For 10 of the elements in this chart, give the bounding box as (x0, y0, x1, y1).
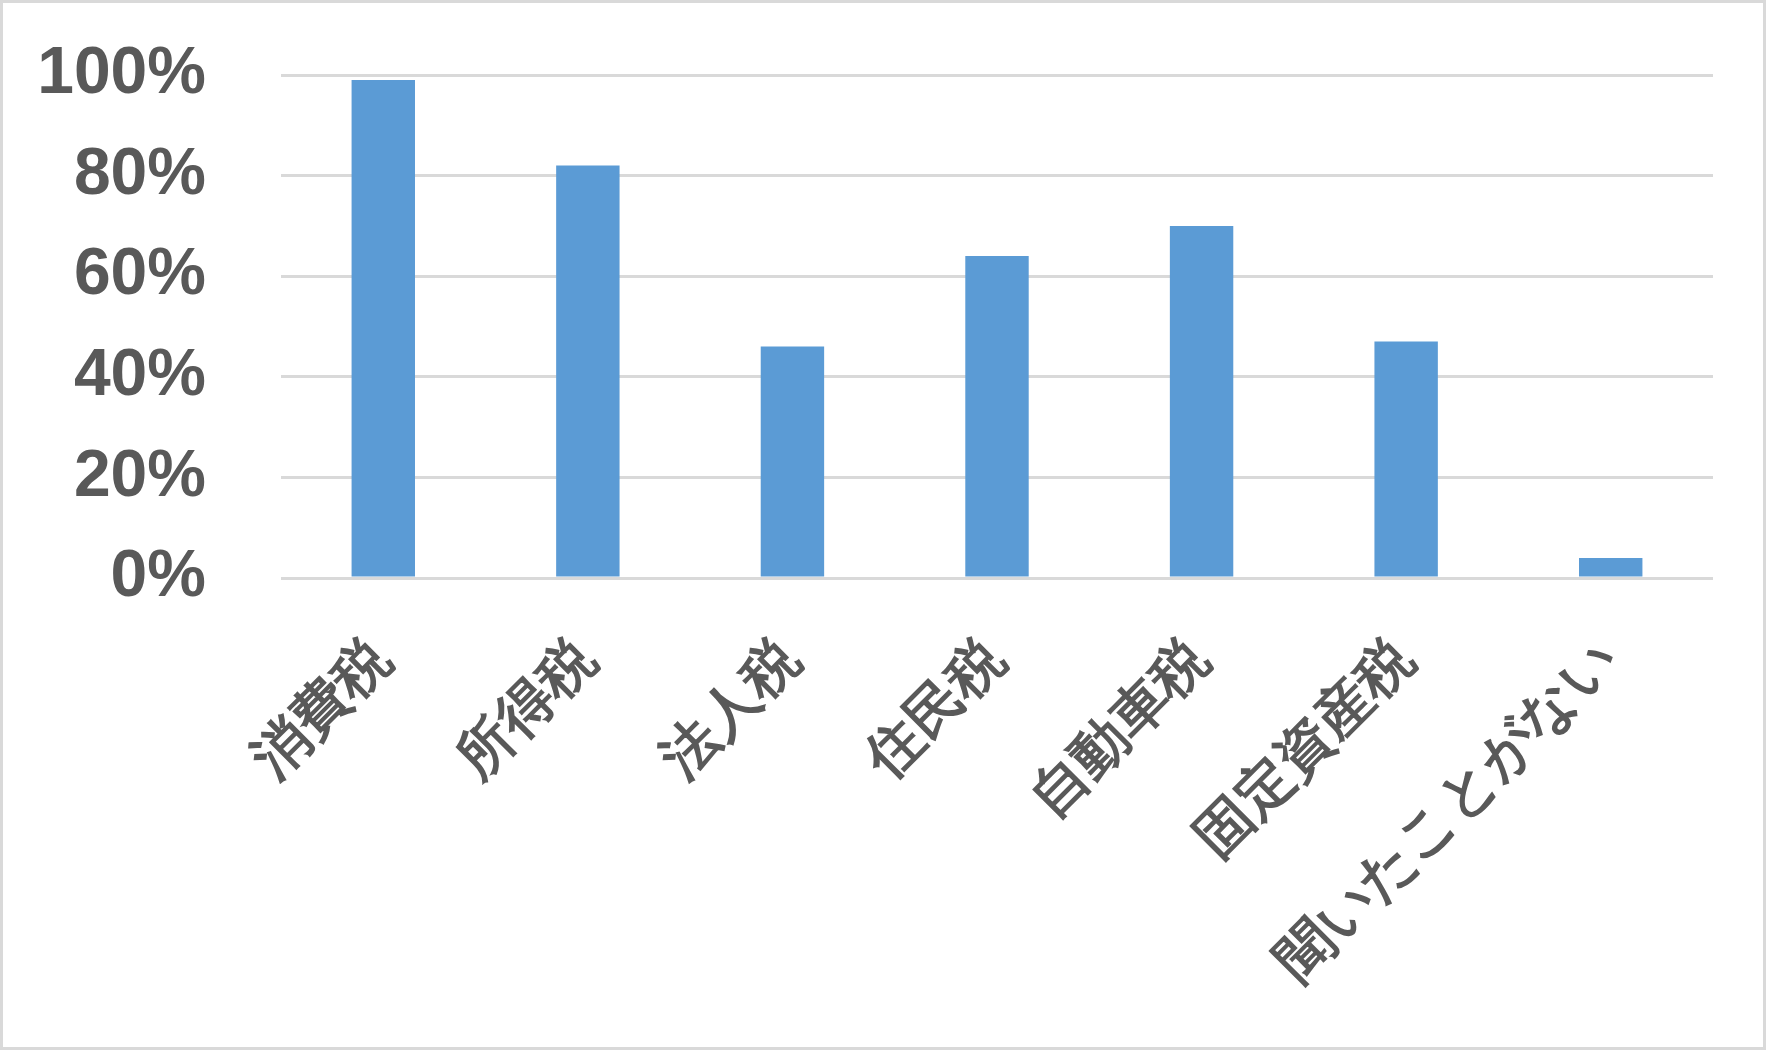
y-tick-label: 60% (73, 234, 206, 309)
y-tick-label: 80% (73, 133, 206, 208)
x-tick-label: 所得税 (441, 625, 608, 791)
y-tick-label: 40% (73, 335, 206, 409)
x-tick-label: 消費税 (237, 625, 403, 791)
y-tick-label: 20% (73, 435, 206, 510)
y-tick-label: 0% (110, 536, 206, 611)
x-tick-label: 住民税 (850, 625, 1017, 792)
y-tick-label: 100% (37, 33, 206, 108)
x-tick-label: 法人税 (646, 625, 812, 791)
